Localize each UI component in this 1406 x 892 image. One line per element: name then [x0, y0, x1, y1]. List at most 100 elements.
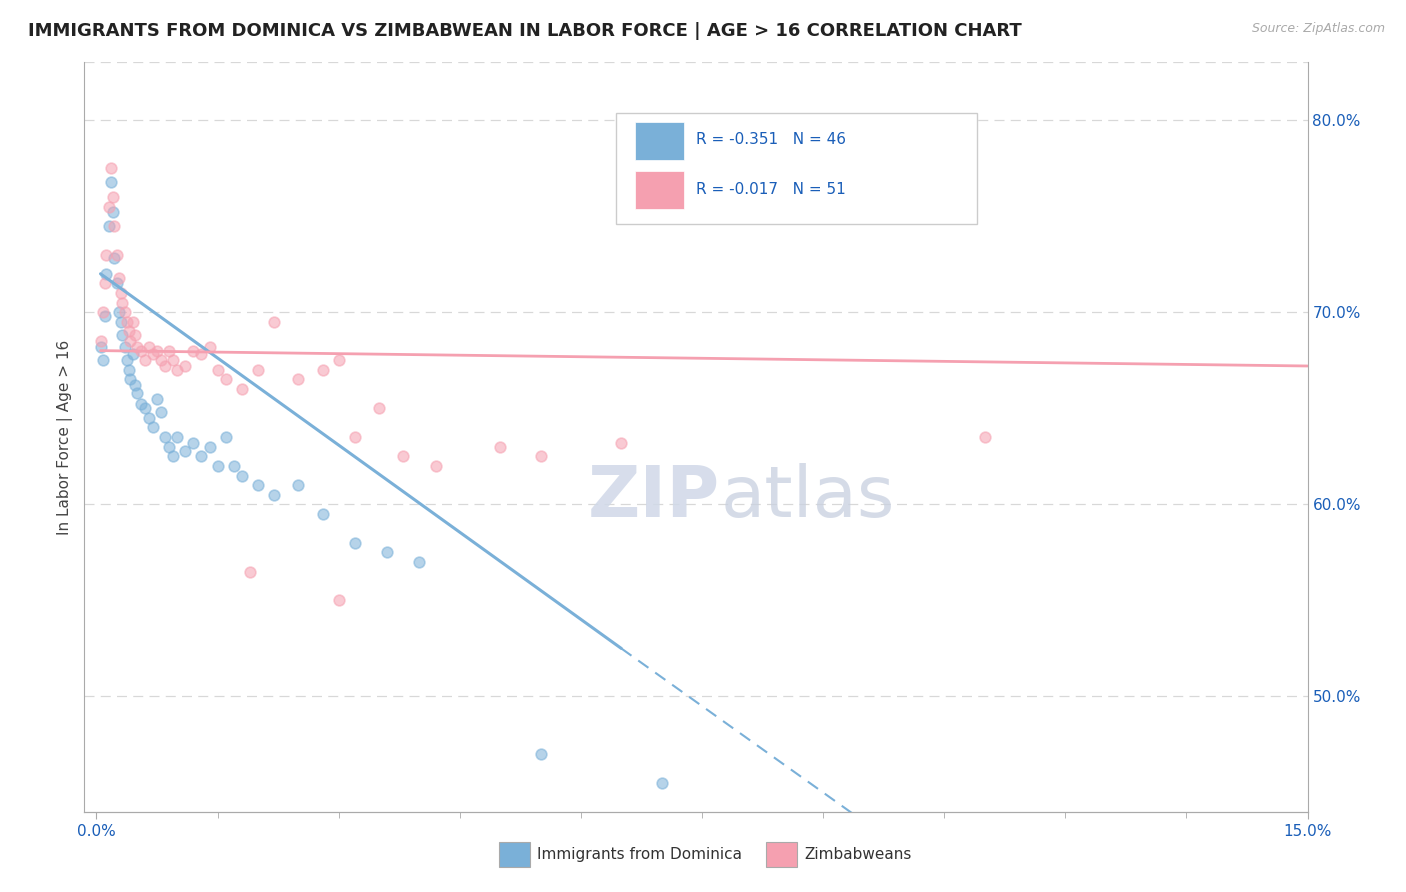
Point	[134, 401, 156, 416]
Point	[114, 305, 136, 319]
Point	[214, 372, 236, 386]
Point	[108, 305, 131, 319]
Text: Zimbabweans: Zimbabweans	[804, 847, 911, 862]
Point	[311, 507, 333, 521]
Point	[231, 468, 253, 483]
Point	[328, 593, 350, 607]
Point	[91, 353, 114, 368]
Point	[343, 430, 366, 444]
Point	[110, 315, 132, 329]
Point	[263, 315, 285, 329]
Point	[157, 440, 180, 454]
Point	[375, 545, 398, 559]
Point	[246, 478, 269, 492]
Point	[111, 295, 134, 310]
Point	[96, 247, 118, 261]
Point	[103, 252, 125, 266]
Point	[162, 353, 184, 368]
Point	[110, 285, 132, 300]
Point	[93, 277, 115, 291]
Point	[138, 410, 160, 425]
Point	[97, 219, 120, 233]
Point	[973, 430, 995, 444]
Point	[129, 343, 152, 358]
Point	[150, 405, 173, 419]
Point	[97, 200, 120, 214]
Point	[118, 363, 141, 377]
Point	[146, 392, 169, 406]
FancyBboxPatch shape	[616, 112, 977, 224]
Point	[115, 315, 138, 329]
Point	[153, 359, 176, 373]
Point	[157, 343, 180, 358]
Point	[120, 372, 142, 386]
Point	[134, 353, 156, 368]
Point	[153, 430, 176, 444]
Point	[89, 334, 111, 348]
Point	[124, 378, 146, 392]
Point	[425, 458, 447, 473]
Point	[101, 205, 124, 219]
Point	[120, 334, 142, 348]
Point	[129, 397, 152, 411]
Point	[114, 340, 136, 354]
Point	[91, 305, 114, 319]
FancyBboxPatch shape	[636, 171, 683, 209]
Point	[287, 478, 309, 492]
Point	[328, 353, 350, 368]
Point	[222, 458, 245, 473]
Point	[610, 435, 633, 450]
FancyBboxPatch shape	[636, 122, 683, 160]
Point	[138, 340, 160, 354]
Text: Source: ZipAtlas.com: Source: ZipAtlas.com	[1251, 22, 1385, 36]
Point	[103, 219, 125, 233]
Point	[100, 161, 122, 175]
Text: IMMIGRANTS FROM DOMINICA VS ZIMBABWEAN IN LABOR FORCE | AGE > 16 CORRELATION CHA: IMMIGRANTS FROM DOMINICA VS ZIMBABWEAN I…	[28, 22, 1022, 40]
Point	[311, 363, 333, 377]
Point	[124, 328, 146, 343]
Point	[263, 488, 285, 502]
Point	[207, 363, 229, 377]
Point	[174, 359, 197, 373]
Point	[408, 555, 430, 569]
Point	[529, 450, 551, 464]
Point	[101, 190, 124, 204]
Point	[190, 347, 212, 361]
Point	[150, 353, 173, 368]
Point	[198, 440, 221, 454]
Point	[105, 277, 128, 291]
Point	[121, 347, 143, 361]
Point	[529, 747, 551, 761]
Point	[118, 325, 141, 339]
Point	[214, 430, 236, 444]
Point	[96, 267, 118, 281]
Point	[111, 328, 134, 343]
Point	[207, 458, 229, 473]
Point	[166, 430, 188, 444]
Point	[174, 443, 197, 458]
Point	[368, 401, 391, 416]
Point	[343, 535, 366, 549]
Text: ZIP: ZIP	[588, 463, 720, 532]
Point	[190, 450, 212, 464]
Point	[125, 385, 148, 400]
Point	[89, 340, 111, 354]
Point	[239, 565, 262, 579]
Point	[231, 382, 253, 396]
Point	[392, 450, 415, 464]
Point	[162, 450, 184, 464]
Point	[125, 340, 148, 354]
Text: Immigrants from Dominica: Immigrants from Dominica	[537, 847, 742, 862]
Point	[489, 440, 512, 454]
Point	[142, 347, 165, 361]
Point	[287, 372, 309, 386]
Point	[146, 343, 169, 358]
Point	[121, 315, 143, 329]
Point	[198, 340, 221, 354]
Text: R = -0.351   N = 46: R = -0.351 N = 46	[696, 132, 846, 147]
Text: R = -0.017   N = 51: R = -0.017 N = 51	[696, 182, 846, 197]
Point	[183, 435, 205, 450]
Point	[115, 353, 138, 368]
Point	[142, 420, 165, 434]
Point	[105, 247, 128, 261]
